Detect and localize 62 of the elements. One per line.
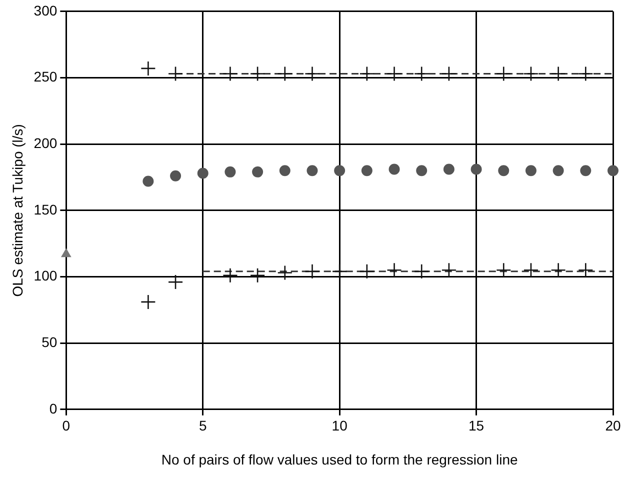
point (279, 165, 290, 176)
point (550, 66, 566, 82)
point (498, 165, 510, 176)
point (386, 262, 402, 278)
point (550, 262, 566, 278)
point (359, 264, 375, 280)
point (334, 165, 346, 176)
y-tick-label: 0 (49, 400, 58, 416)
point (443, 164, 454, 175)
point (416, 165, 428, 176)
x-axis-title: No of pairs of flow values used to form the regression line (161, 451, 518, 468)
x-tick-label: 5 (198, 418, 207, 434)
point (359, 66, 375, 82)
point (414, 66, 430, 82)
point (142, 176, 154, 187)
point (250, 268, 266, 284)
point (386, 66, 402, 82)
point (250, 66, 266, 82)
x-tick-label: 0 (62, 418, 70, 434)
point (580, 165, 592, 176)
point (168, 274, 184, 290)
y-tick-label: 300 (34, 2, 58, 18)
point (525, 165, 536, 176)
point (332, 264, 348, 280)
point (552, 165, 564, 176)
point (361, 165, 372, 176)
y-tick-label: 200 (34, 134, 58, 151)
y-tick-label: 50 (42, 334, 58, 350)
point (224, 166, 236, 178)
point (304, 66, 320, 82)
point (414, 264, 430, 280)
point (170, 170, 182, 182)
point (140, 60, 156, 76)
point (388, 164, 400, 175)
point (496, 262, 512, 278)
point (496, 66, 512, 82)
x-tick-label: 20 (605, 418, 621, 434)
point (523, 262, 539, 278)
point (61, 248, 71, 258)
point (441, 66, 457, 82)
point (470, 164, 482, 175)
point (222, 66, 238, 82)
y-tick-label: 250 (34, 68, 58, 85)
point (252, 166, 264, 178)
point (306, 165, 318, 176)
point (304, 264, 320, 280)
point (523, 66, 539, 82)
point (168, 66, 184, 82)
point (222, 268, 238, 284)
point (608, 165, 618, 176)
x-tick-label: 10 (332, 418, 348, 434)
y-tick-label: 150 (34, 201, 58, 218)
point (197, 168, 208, 179)
point (277, 265, 293, 280)
x-tick-label: 15 (468, 418, 484, 434)
y-axis-title: OLS estimate at Tukipo (l/s) (9, 124, 26, 297)
point (277, 66, 293, 82)
point (140, 294, 156, 310)
point (578, 262, 594, 278)
point (441, 262, 457, 278)
point (578, 66, 594, 82)
y-tick-label: 100 (34, 268, 58, 284)
